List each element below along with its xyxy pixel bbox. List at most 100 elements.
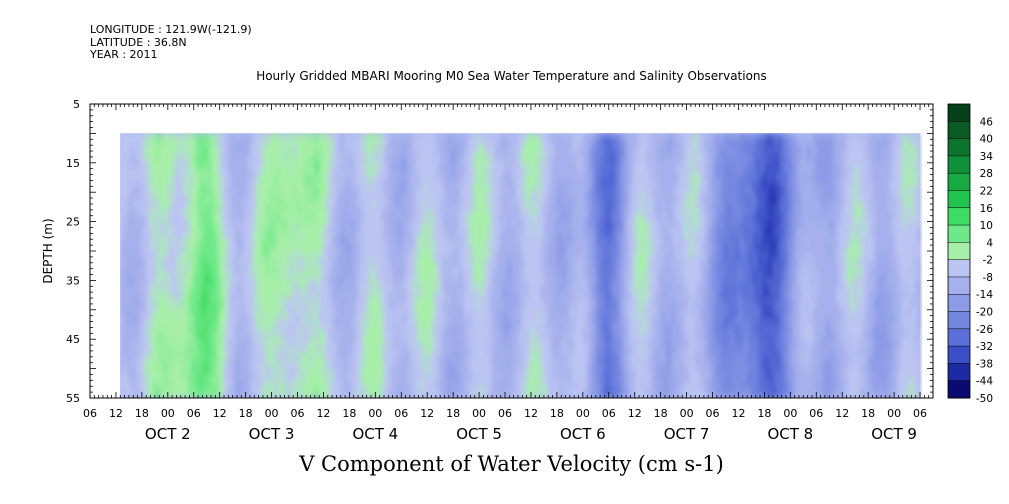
heatmap-cell bbox=[247, 383, 251, 389]
heatmap-cell bbox=[239, 253, 244, 259]
heatmap-cell bbox=[135, 294, 140, 301]
heatmap-cell bbox=[151, 393, 155, 398]
heatmap-cell bbox=[187, 143, 192, 150]
heatmap-cell bbox=[172, 190, 176, 197]
heatmap-cell bbox=[122, 169, 127, 176]
heatmap-cell bbox=[167, 201, 171, 207]
heatmap-cell bbox=[226, 237, 231, 244]
heatmap-cell bbox=[159, 351, 163, 358]
heatmap-cell bbox=[133, 164, 137, 171]
heatmap-cell bbox=[208, 175, 212, 181]
heatmap-cell bbox=[216, 164, 220, 171]
heatmap-cell bbox=[146, 336, 150, 342]
heatmap-cell bbox=[143, 299, 147, 306]
heatmap-cell bbox=[151, 357, 155, 363]
heatmap-cell bbox=[133, 227, 137, 233]
heatmap-cell bbox=[185, 346, 189, 353]
heatmap-cell bbox=[167, 247, 171, 254]
heatmap-cell bbox=[219, 180, 223, 186]
heatmap-cell bbox=[146, 216, 150, 223]
heatmap-cell bbox=[154, 164, 158, 171]
heatmap-cell bbox=[154, 279, 158, 285]
heatmap-cell bbox=[159, 305, 163, 311]
heatmap-cell bbox=[182, 242, 186, 249]
heatmap-cell bbox=[154, 289, 158, 296]
heatmap-cell bbox=[146, 169, 150, 176]
heatmap-cell bbox=[174, 284, 179, 290]
heatmap-cell bbox=[122, 289, 127, 296]
heatmap-cell bbox=[198, 377, 202, 384]
heatmap-cell bbox=[237, 232, 241, 238]
heatmap-cell bbox=[245, 325, 249, 332]
heatmap-cell bbox=[232, 393, 236, 398]
heatmap-cell bbox=[232, 237, 236, 244]
heatmap-cell bbox=[174, 331, 179, 337]
heatmap-cell bbox=[229, 201, 233, 207]
heatmap-cell bbox=[125, 357, 129, 363]
heatmap-cell bbox=[182, 143, 186, 150]
heatmap-cell bbox=[164, 253, 168, 259]
heatmap-cell bbox=[148, 206, 153, 212]
heatmap-cell bbox=[143, 320, 147, 327]
heatmap-cell bbox=[177, 284, 181, 290]
heatmap-cell bbox=[159, 258, 163, 264]
heatmap-cell bbox=[169, 320, 173, 327]
heatmap-cell bbox=[245, 211, 249, 218]
heatmap-cell bbox=[216, 377, 220, 384]
heatmap-cell bbox=[247, 216, 251, 223]
heatmap-cell bbox=[237, 195, 241, 202]
heatmap-cell bbox=[143, 325, 147, 332]
heatmap-cell bbox=[232, 273, 236, 280]
heatmap-cell bbox=[141, 315, 145, 322]
heatmap-cell bbox=[200, 237, 205, 244]
heatmap-cell bbox=[172, 154, 176, 160]
heatmap-cell bbox=[187, 133, 192, 140]
heatmap-cell bbox=[156, 169, 160, 176]
heatmap-cell bbox=[164, 227, 168, 233]
heatmap-cell bbox=[164, 211, 168, 218]
heatmap-cell bbox=[133, 268, 137, 275]
heatmap-cell bbox=[151, 383, 155, 389]
heatmap-cell bbox=[130, 206, 134, 212]
heatmap-cell bbox=[141, 393, 145, 398]
heatmap-cell bbox=[159, 284, 163, 290]
heatmap-cell bbox=[198, 393, 202, 398]
heatmap-cell bbox=[167, 383, 171, 389]
heatmap-cell bbox=[120, 211, 124, 218]
heatmap-cell bbox=[161, 289, 166, 296]
heatmap-cell bbox=[242, 242, 246, 249]
heatmap-cell bbox=[125, 216, 129, 223]
heatmap-cell bbox=[174, 195, 179, 202]
heatmap-cell bbox=[130, 341, 134, 348]
heatmap-cell bbox=[239, 201, 244, 207]
heatmap-cell bbox=[232, 143, 236, 150]
heatmap-cell bbox=[143, 357, 147, 363]
heatmap-cell bbox=[187, 336, 192, 342]
heatmap-cell bbox=[216, 221, 220, 228]
heatmap-cell bbox=[206, 377, 210, 384]
heatmap-cell bbox=[125, 310, 129, 316]
heatmap-cell bbox=[133, 232, 137, 238]
heatmap-cell bbox=[216, 351, 220, 358]
heatmap-cell bbox=[187, 206, 192, 212]
heatmap-cell bbox=[247, 268, 251, 275]
heatmap-cell bbox=[221, 346, 225, 353]
heatmap-cell bbox=[198, 221, 202, 228]
heatmap-cell bbox=[148, 253, 153, 259]
heatmap-cell bbox=[234, 242, 238, 249]
heatmap-cell bbox=[221, 175, 225, 181]
heatmap-cell bbox=[221, 232, 225, 238]
heatmap-cell bbox=[190, 331, 194, 337]
heatmap-cell bbox=[206, 289, 210, 296]
heatmap-cell bbox=[219, 299, 223, 306]
heatmap-cell bbox=[128, 180, 132, 186]
heatmap-cell bbox=[232, 294, 236, 301]
heatmap-cell bbox=[216, 232, 220, 238]
heatmap-cell bbox=[141, 362, 145, 368]
heatmap-cell bbox=[195, 367, 199, 374]
heatmap-cell bbox=[128, 154, 132, 160]
heatmap-cell bbox=[234, 133, 238, 140]
heatmap-cell bbox=[229, 331, 233, 337]
heatmap-cell bbox=[182, 159, 186, 166]
heatmap-cell bbox=[234, 273, 238, 280]
